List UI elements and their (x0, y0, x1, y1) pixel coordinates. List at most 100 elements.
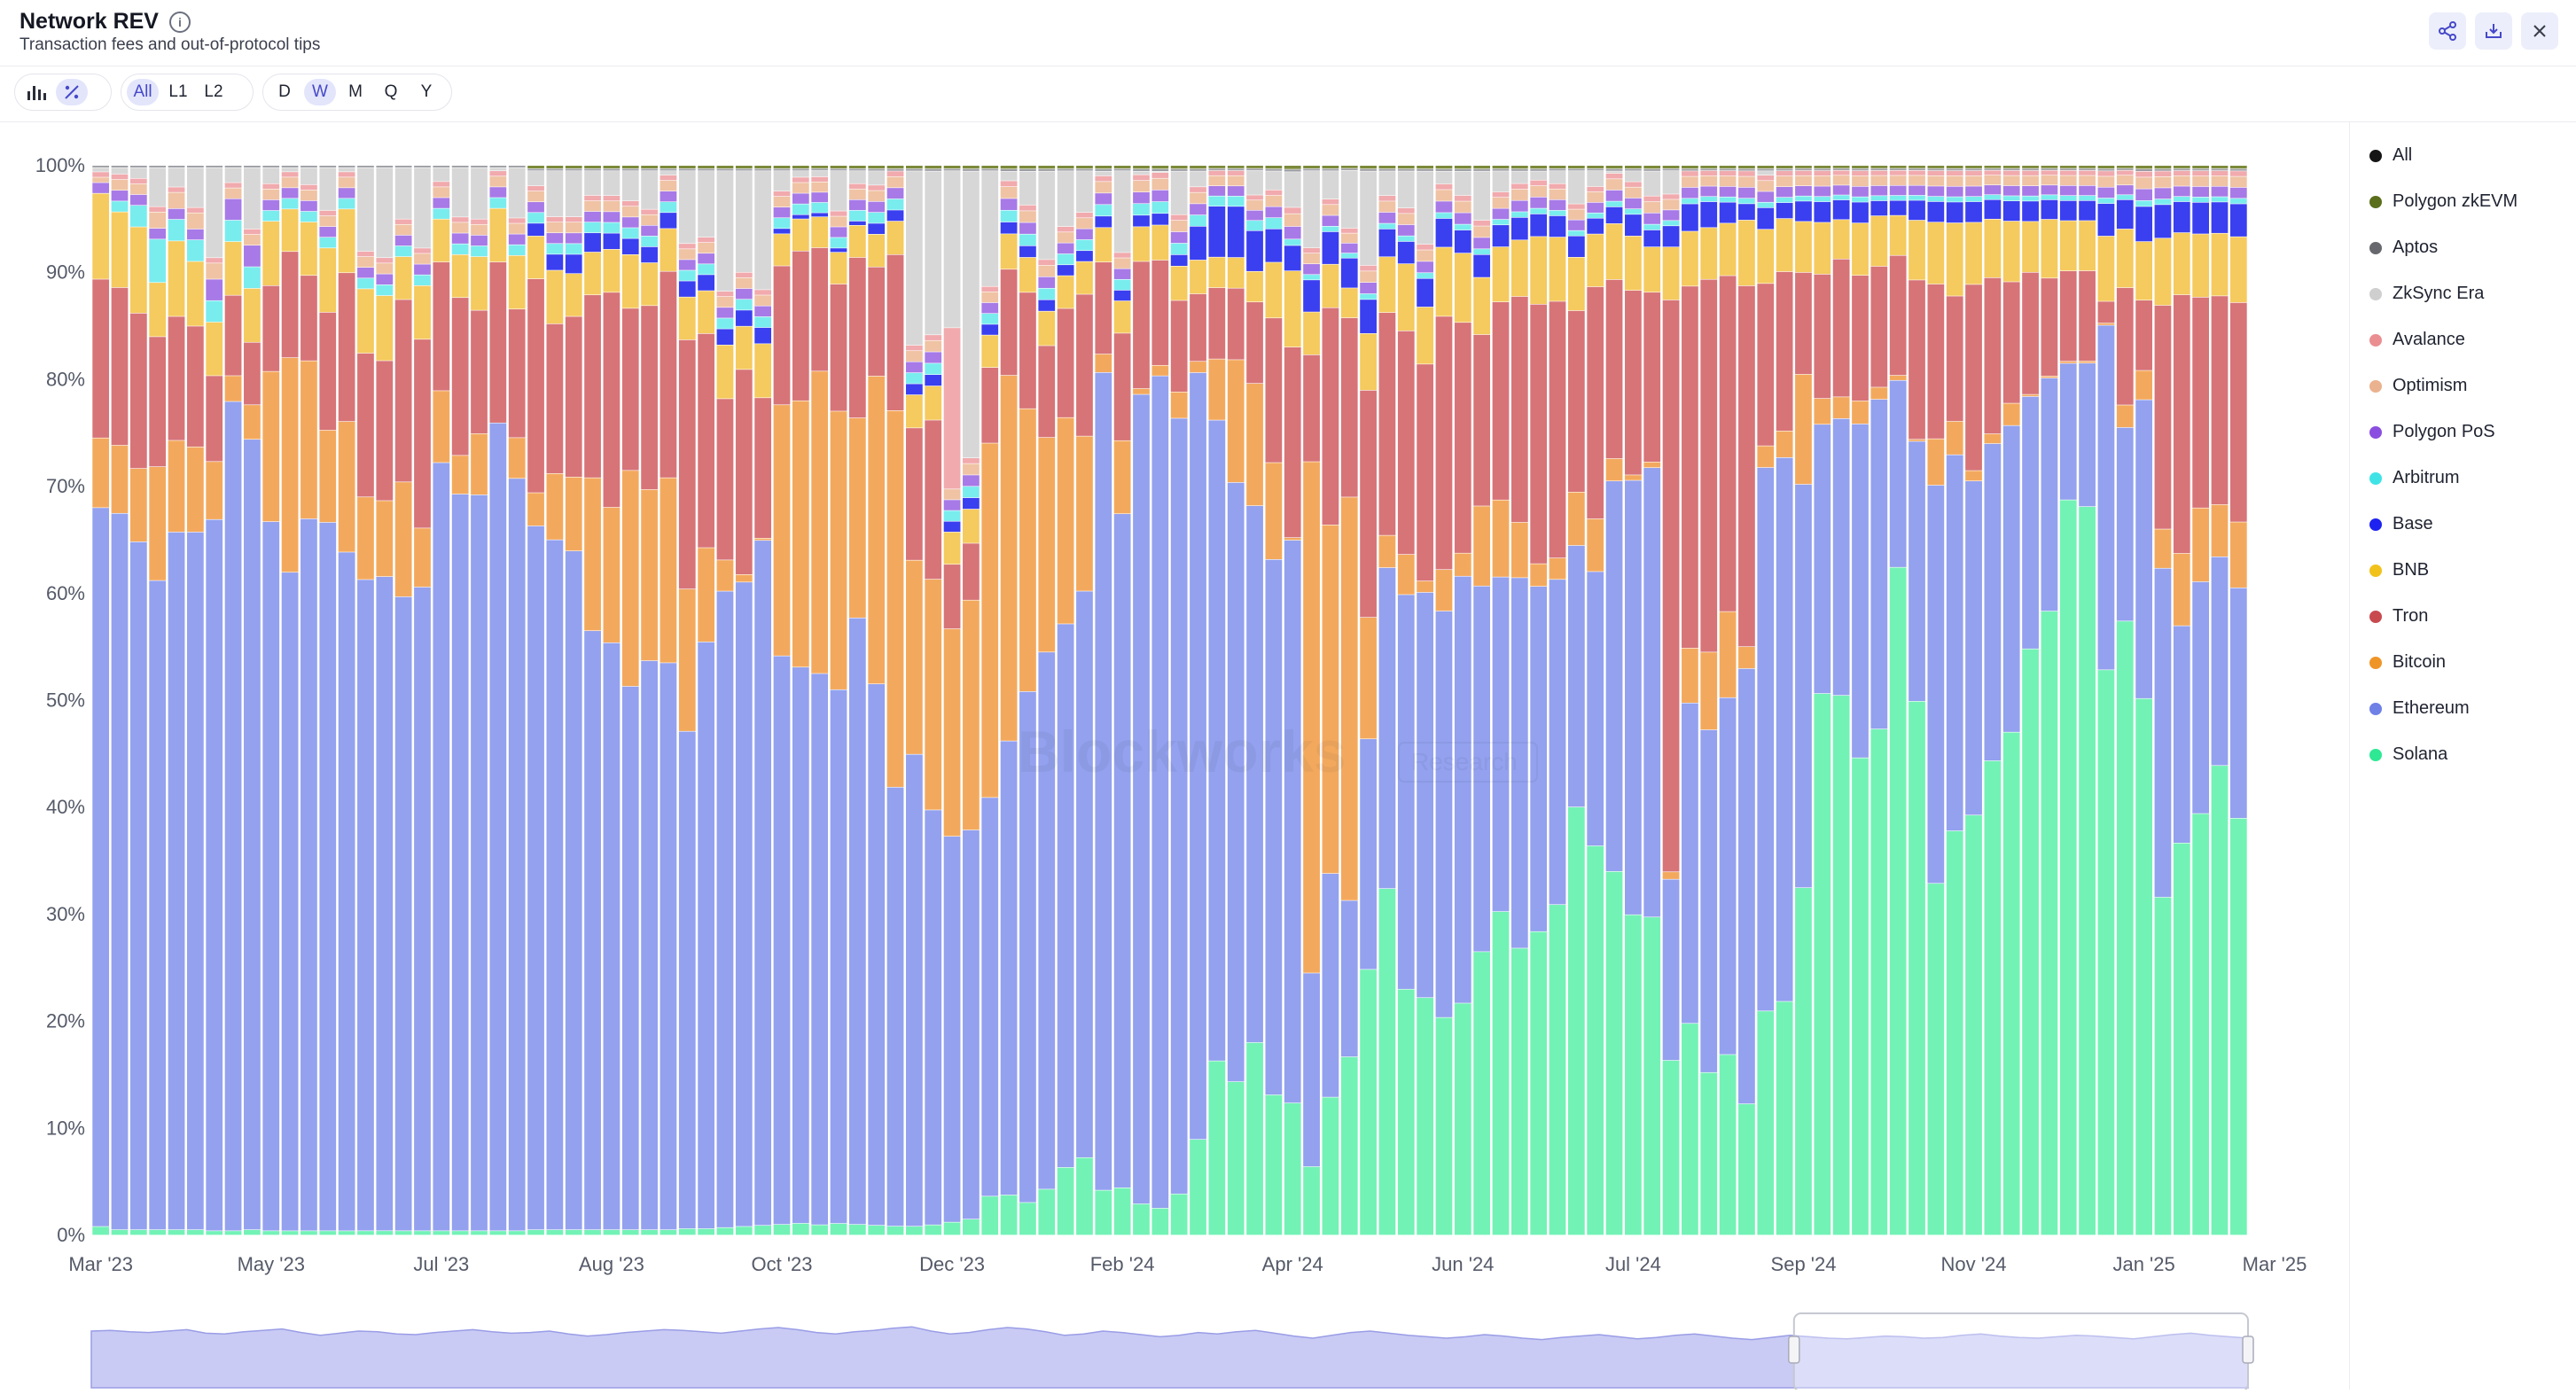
bar-segment-optimism[interactable] (508, 223, 526, 234)
bar-segment-avalance[interactable] (1625, 182, 1642, 187)
bar-segment-aptos[interactable] (546, 168, 564, 171)
bar-segment-arbitrum[interactable] (1340, 253, 1358, 258)
bar-segment-aptos[interactable] (2022, 168, 2039, 171)
bar-segment-zksync-era[interactable] (262, 167, 280, 183)
bar-segment-polygon-pos[interactable] (773, 207, 791, 218)
bar-segment-tron[interactable] (1757, 284, 1775, 446)
bar-segment-bitcoin[interactable] (471, 433, 488, 495)
bar-segment-polygon-zkevm[interactable] (792, 166, 809, 169)
bar-segment-polygon-pos[interactable] (1151, 190, 1169, 202)
navigator-selection[interactable] (1792, 1312, 2250, 1392)
bar-segment-solana[interactable] (1682, 1024, 1698, 1235)
bar-segment-zksync-era[interactable] (641, 171, 658, 209)
bar-segment-optimism[interactable] (2079, 175, 2096, 186)
bar-segment-bitcoin[interactable] (508, 438, 526, 479)
bar-segment-avalance[interactable] (1038, 260, 1056, 266)
bar-segment-tron[interactable] (754, 398, 772, 539)
bar-segment-optimism[interactable] (1246, 200, 1263, 210)
bar-segment-bitcoin[interactable] (2059, 362, 2077, 363)
bar-segment-arbitrum[interactable] (773, 218, 791, 229)
bar-segment-optimism[interactable] (2002, 175, 2020, 186)
legend-item-solana[interactable]: Solana (2369, 744, 2447, 765)
bar-segment-zksync-era[interactable] (1265, 171, 1283, 191)
bar-segment-polygon-pos[interactable] (1133, 192, 1150, 204)
bar-segment-polygon-zkevm[interactable] (1435, 166, 1453, 169)
bar-segment-ethereum[interactable] (1151, 376, 1169, 1209)
bar-segment-aptos[interactable] (433, 166, 450, 167)
bar-segment-zksync-era[interactable] (1662, 170, 1680, 194)
bar-segment-zksync-era[interactable] (206, 167, 223, 258)
bar-segment-bnb[interactable] (1133, 227, 1150, 261)
bar-segment-tron[interactable] (1435, 316, 1453, 570)
bar-segment-zksync-era[interactable] (678, 171, 696, 244)
bar-segment-polygon-zkevm[interactable] (1378, 166, 1396, 169)
bar-segment-base[interactable] (1643, 230, 1661, 247)
bar-segment-bitcoin[interactable] (338, 421, 355, 552)
bar-segment-tron[interactable] (1605, 279, 1623, 459)
bar-segment-arbitrum[interactable] (886, 199, 904, 210)
bar-segment-base[interactable] (1454, 230, 1471, 253)
bar-segment-polygon-pos[interactable] (584, 211, 601, 222)
bar-segment-ethereum[interactable] (565, 550, 582, 1230)
bar-segment-aptos[interactable] (394, 166, 412, 167)
bar-segment-base[interactable] (2059, 200, 2077, 221)
bar-segment-polygon-zkevm[interactable] (830, 166, 847, 168)
bar-segment-zksync-era[interactable] (1076, 171, 1093, 213)
bar-segment-polygon-pos[interactable] (1492, 208, 1510, 220)
bar-segment-tron[interactable] (1814, 274, 1831, 399)
info-icon[interactable]: i (168, 11, 191, 33)
bar-segment-base[interactable] (1019, 245, 1036, 258)
bar-segment-bitcoin[interactable] (1340, 497, 1358, 900)
bar-segment-ethereum[interactable] (1303, 973, 1320, 1167)
bar-segment-bitcoin[interactable] (149, 466, 167, 580)
bar-segment-bnb[interactable] (792, 219, 809, 251)
bar-segment-polygon-zkevm[interactable] (1510, 166, 1528, 169)
bar-segment-zksync-era[interactable] (1757, 171, 1775, 175)
bar-segment-base[interactable] (1303, 280, 1320, 312)
bar-segment-solana[interactable] (451, 1231, 469, 1235)
bar-segment-tron[interactable] (1397, 331, 1415, 555)
bar-segment-bnb[interactable] (981, 335, 999, 368)
bar-segment-bnb[interactable] (811, 217, 829, 248)
bar-segment-ethereum[interactable] (868, 684, 886, 1226)
bar-segment-bnb[interactable] (2097, 236, 2115, 301)
bar-segment-aptos[interactable] (2041, 168, 2058, 170)
bar-segment-avalance[interactable] (773, 191, 791, 197)
bar-segment-base[interactable] (1832, 199, 1850, 220)
bar-segment-aptos[interactable] (451, 166, 469, 167)
bar-segment-bnb[interactable] (1019, 257, 1036, 292)
bar-segment-solana[interactable] (981, 1196, 999, 1235)
bar-segment-base[interactable] (621, 238, 639, 254)
bar-segment-zksync-era[interactable] (848, 171, 866, 183)
bar-segment-polygon-pos[interactable] (527, 202, 544, 213)
bar-segment-tron[interactable] (698, 333, 714, 548)
bar-segment-zksync-era[interactable] (981, 171, 999, 286)
bar-segment-bitcoin[interactable] (1965, 471, 1982, 481)
bar-segment-optimism[interactable] (1852, 175, 1869, 187)
bar-segment-ethereum[interactable] (925, 810, 942, 1225)
bar-segment-avalance[interactable] (1190, 187, 1206, 192)
bar-segment-bnb[interactable] (886, 221, 904, 254)
bar-segment-ethereum[interactable] (2097, 325, 2115, 670)
bar-segment-aptos[interactable] (2079, 168, 2096, 171)
bar-segment-tron[interactable] (187, 326, 204, 447)
bar-segment-polygon-pos[interactable] (149, 228, 167, 239)
bar-segment-tron[interactable] (716, 399, 734, 560)
bar-segment-bitcoin[interactable] (1795, 374, 1812, 485)
bar-segment-solana[interactable] (1870, 728, 1888, 1235)
bar-segment-solana[interactable] (1265, 1094, 1283, 1235)
bar-segment-avalance[interactable] (925, 335, 942, 340)
bar-segment-arbitrum[interactable] (1322, 226, 1339, 232)
bar-segment-arbitrum[interactable] (584, 222, 601, 233)
bar-segment-polygon-pos[interactable] (1038, 276, 1056, 288)
bar-segment-tron[interactable] (1795, 272, 1812, 375)
bar-segment-polygon-pos[interactable] (1965, 186, 1982, 197)
bar-segment-zksync-era[interactable] (1605, 171, 1623, 174)
bar-segment-solana[interactable] (603, 1229, 621, 1235)
bar-segment-ethereum[interactable] (1190, 372, 1206, 1140)
bar-segment-aptos[interactable] (2135, 168, 2152, 172)
bar-segment-bnb[interactable] (1340, 288, 1358, 318)
bar-segment-arbitrum[interactable] (1738, 199, 1755, 204)
bar-segment-bnb[interactable] (187, 261, 204, 326)
bar-segment-arbitrum[interactable] (1719, 197, 1737, 202)
